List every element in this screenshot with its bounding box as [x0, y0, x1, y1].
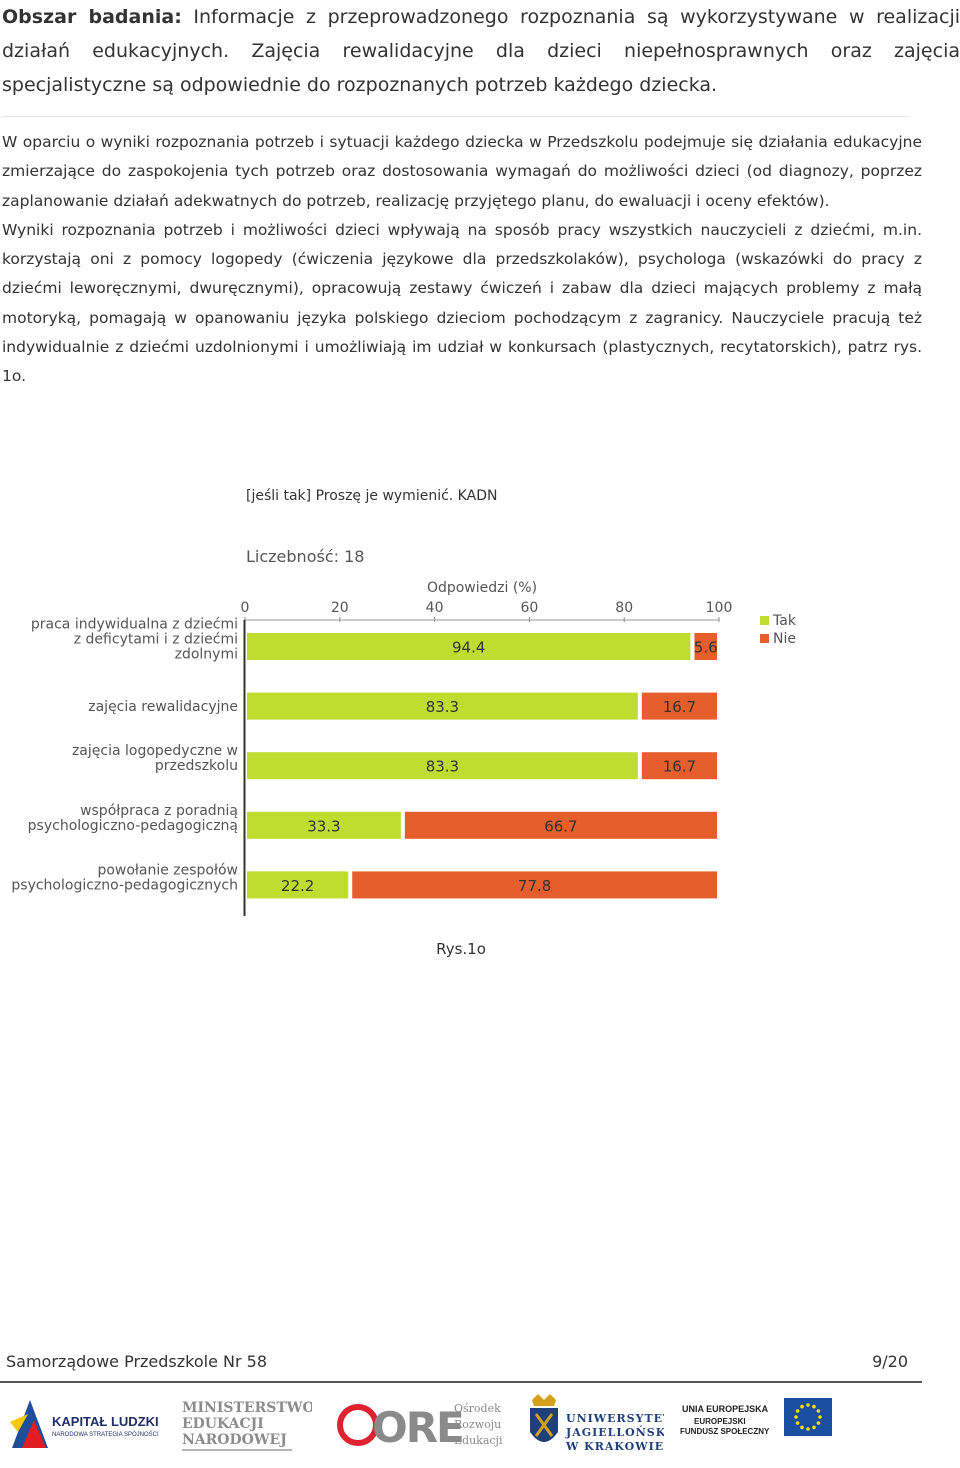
eu-line-1: UNIA EUROPEJSKA	[682, 1404, 769, 1414]
bar-value-label: 66.7	[544, 817, 577, 835]
chart-x-tick-label: 20	[331, 600, 349, 616]
men-line-2: EDUKACJI	[182, 1416, 264, 1432]
paragraph-1: W oparciu o wyniki rozpoznania potrzeb i…	[2, 133, 922, 210]
bar-tak	[247, 752, 638, 780]
legend-label-tak: Tak	[772, 613, 797, 629]
eu-star-icon	[806, 1403, 810, 1407]
bar-value-label: 5.6	[694, 639, 718, 657]
ore-logo: ORE Ośrodek Rozwoju Edukacji	[336, 1392, 506, 1458]
eu-star-icon	[816, 1409, 821, 1413]
men-line-1: MINISTERSTWO	[182, 1400, 312, 1416]
eu-star-icon	[816, 1421, 821, 1425]
category-label: powołanie zespołów	[97, 862, 238, 878]
eu-star-icon	[795, 1409, 800, 1413]
bar-tak	[247, 692, 638, 720]
chart-x-tick-label: 40	[426, 600, 444, 616]
bar-tak	[247, 811, 401, 839]
bar-tak	[247, 871, 349, 899]
men-logo: MINISTERSTWO EDUKACJI NARODOWEJ	[182, 1392, 312, 1458]
uj-line-2: JAGIELLOŃSKI	[565, 1425, 664, 1439]
ore-line-2: Rozwoju	[454, 1418, 501, 1431]
legend-swatch-tak	[760, 616, 769, 625]
kapital-ludzki-logo: KAPITAŁ LUDZKI NARODOWA STRATEGIA SPÓJNO…	[8, 1392, 168, 1458]
bar-value-label: 77.8	[518, 877, 551, 895]
bar-nie	[694, 633, 717, 660]
men-line-3: NARODOWEJ	[182, 1432, 287, 1448]
bar-value-label: 33.3	[307, 817, 340, 835]
uj-logo: UNIWERSYTET JAGIELLOŃSKI W KRAKOWIE	[524, 1392, 664, 1458]
bar-nie	[404, 811, 717, 839]
footer-school-name: Samorządowe Przedszkole Nr 58	[6, 1352, 268, 1371]
eu-line-2: EUROPEJSKI	[694, 1417, 746, 1426]
eu-efs-logo: UNIA EUROPEJSKA EUROPEJSKI FUNDUSZ SPOŁE…	[678, 1392, 838, 1458]
category-label: zajęcia logopedyczne w	[72, 743, 238, 759]
ore-line-3: Edukacji	[454, 1434, 503, 1447]
eu-star-icon	[795, 1421, 800, 1425]
chart-x-tick-label: 0	[241, 600, 250, 616]
divider	[2, 116, 908, 117]
legend-label-nie: Nie	[773, 631, 796, 647]
bar-value-label: 94.4	[452, 639, 485, 657]
bar-value-label: 22.2	[281, 877, 314, 895]
chart-x-tick-label: 80	[615, 600, 633, 616]
chart-title: [jeśli tak] Proszę je wymienić. KADN	[246, 488, 497, 504]
eu-star-icon	[806, 1427, 810, 1431]
ore-mark: ORE	[372, 1403, 463, 1452]
kapital-ludzki-subtitle: NARODOWA STRATEGIA SPÓJNOŚCI	[52, 1430, 159, 1438]
chart-svg: [jeśli tak] Proszę je wymienić. KADN Licz…	[11, 488, 797, 916]
uj-line-1: UNIWERSYTET	[566, 1412, 664, 1425]
chart-x-axis-label: Odpowiedzi (%)	[427, 580, 537, 596]
body-text: W oparciu o wyniki rozpoznania potrzeb i…	[2, 128, 922, 392]
figure-caption: Rys.1o	[436, 940, 486, 958]
bar-value-label: 83.3	[426, 758, 459, 776]
category-label: zajęcia rewalidacyjne	[88, 699, 238, 715]
bar-nie	[352, 871, 717, 899]
eu-star-icon	[800, 1404, 804, 1409]
research-area-label: Obszar badania:	[2, 6, 182, 28]
bar-value-label: 83.3	[426, 698, 459, 716]
category-label: z deficytami i z dziećmi	[74, 632, 238, 648]
chart-figure: [jeśli tak] Proszę je wymienić. KADN Licz…	[0, 470, 960, 930]
eu-star-icon	[812, 1425, 816, 1430]
bar-nie	[641, 752, 717, 780]
ore-line-1: Ośrodek	[454, 1402, 501, 1415]
eu-star-icon	[794, 1415, 798, 1419]
eu-star-icon	[800, 1425, 804, 1430]
category-label: praca indywidualna z dziećmi	[31, 617, 238, 633]
bar-nie	[641, 692, 717, 720]
uj-line-3: W KRAKOWIE	[565, 1440, 664, 1453]
footer-divider	[0, 1381, 922, 1383]
page-number: 9/20	[872, 1352, 908, 1371]
chart-x-tick-label: 100	[706, 600, 733, 616]
paragraph-2: Wyniki rozpoznania potrzeb i możliwości …	[2, 220, 922, 386]
bar-tak	[247, 633, 691, 660]
category-label: zdolnymi	[175, 647, 238, 663]
logo-strip: KAPITAŁ LUDZKI NARODOWA STRATEGIA SPÓJNO…	[0, 1392, 960, 1462]
eu-star-icon	[818, 1415, 822, 1419]
eu-line-3: FUNDUSZ SPOŁECZNY	[680, 1427, 770, 1436]
chart-subtitle: Liczebność: 18	[246, 547, 364, 566]
eu-star-icon	[812, 1404, 816, 1409]
chart-x-tick-label: 60	[520, 600, 538, 616]
bar-value-label: 16.7	[663, 758, 696, 776]
research-area-intro: Obszar badania: Informacje z przeprowadz…	[2, 0, 960, 102]
category-label: przedszkolu	[155, 758, 238, 774]
category-label: psychologiczno-pedagogicznych	[11, 877, 238, 893]
footer: Samorządowe Przedszkole Nr 58 9/20	[6, 1352, 908, 1371]
category-label: psychologiczno-pedagogiczną	[28, 818, 238, 834]
bar-value-label: 16.7	[663, 698, 696, 716]
research-area-text: Informacje z przeprowadzonego rozpoznani…	[2, 6, 960, 96]
kapital-ludzki-title: KAPITAŁ LUDZKI	[52, 1414, 159, 1429]
category-label: współpraca z poradnią	[80, 803, 238, 819]
legend-swatch-nie	[760, 634, 769, 643]
